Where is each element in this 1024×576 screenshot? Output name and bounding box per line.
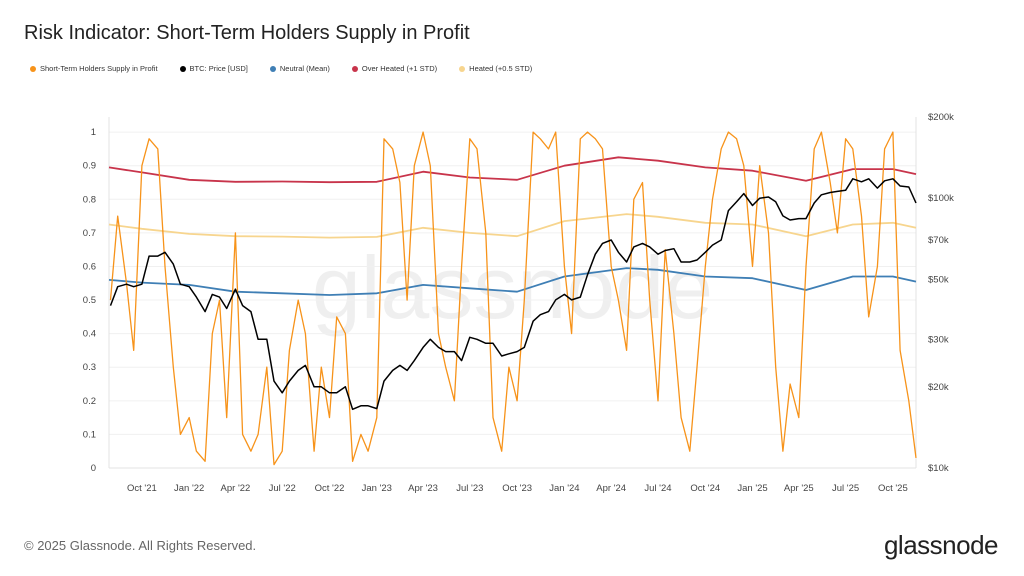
y-left-tick-label: 1	[91, 127, 96, 138]
x-tick-label: Oct '23	[502, 483, 532, 494]
x-tick-label: Jul '24	[644, 483, 671, 494]
x-tick-label: Oct '21	[127, 483, 157, 494]
x-tick-label: Jul '23	[456, 483, 483, 494]
x-tick-label: Oct '25	[878, 483, 908, 494]
legend-marker-icon	[269, 65, 276, 72]
legend-marker-icon	[459, 65, 466, 72]
y-left-tick-label: 0.4	[83, 329, 96, 340]
legend-item[interactable]: Over Heated (+1 STD)	[351, 64, 438, 73]
series-line-heated-0-5-std	[108, 213, 917, 239]
y-left-tick-label: 0.9	[83, 161, 96, 172]
y-right-tick-label: $10k	[928, 463, 949, 474]
legend-item[interactable]: BTC: Price [USD]	[179, 64, 248, 73]
x-tick-label: Jul '22	[269, 483, 296, 494]
x-tick-label: Jan '23	[362, 483, 392, 494]
series-line-btc-price-usd	[109, 178, 917, 411]
x-tick-label: Oct '22	[315, 483, 345, 494]
chart-title: Risk Indicator: Short-Term Holders Suppl…	[24, 22, 470, 44]
y-left-tick-label: 0.7	[83, 228, 96, 239]
y-left-tick-label: 0	[91, 463, 96, 474]
x-tick-label: Apr '22	[221, 483, 251, 494]
y-right-tick-label: $200k	[928, 112, 954, 123]
copyright: © 2025 Glassnode. All Rights Reserved.	[24, 538, 257, 553]
legend-item[interactable]: Neutral (Mean)	[269, 64, 330, 73]
y-left-tick-label: 0.8	[83, 194, 96, 205]
y-left-tick-label: 0.2	[83, 396, 96, 407]
y-left-tick-label: 0.3	[83, 362, 96, 373]
x-tick-label: Jan '25	[737, 483, 767, 494]
legend-label: Heated (+0.5 STD)	[469, 64, 533, 73]
x-tick-label: Jan '24	[549, 483, 579, 494]
legend-label: Short-Term Holders Supply in Profit	[40, 64, 158, 73]
y-right-tick-label: $70k	[928, 235, 949, 246]
y-right-tick-label: $100k	[928, 193, 954, 204]
x-tick-label: Oct '24	[690, 483, 720, 494]
legend-marker-icon	[179, 65, 186, 72]
y-left-tick-label: 0.5	[83, 295, 96, 306]
legend-marker-icon	[30, 65, 36, 72]
glassnode-logo: glassnode	[883, 530, 999, 560]
legend-label: Over Heated (+1 STD)	[361, 64, 438, 73]
x-tick-label: Apr '23	[408, 483, 438, 494]
series-line-over-heated-1-std	[108, 156, 917, 184]
x-tick-label: Apr '24	[596, 483, 626, 494]
y-left-tick-label: 0.6	[83, 261, 96, 272]
y-right-tick-label: $50k	[928, 274, 949, 285]
legend-marker-icon	[351, 65, 358, 72]
series-line-neutral-mean	[108, 267, 917, 296]
legend: Short-Term Holders Supply in Profit BTC: …	[30, 64, 532, 73]
legend-label: Neutral (Mean)	[279, 64, 330, 73]
series-line-short-term-holders-supply-in-profit	[109, 131, 917, 466]
x-tick-label: Apr '25	[784, 483, 814, 494]
legend-label: BTC: Price [USD]	[189, 64, 248, 73]
legend-item[interactable]: Short-Term Holders Supply in Profit	[30, 64, 158, 73]
watermark: glassnode	[312, 238, 713, 337]
y-left-tick-label: 0.1	[83, 429, 96, 440]
legend-item[interactable]: Heated (+0.5 STD)	[459, 64, 532, 73]
y-right-tick-label: $20k	[928, 382, 949, 393]
x-tick-label: Jul '25	[832, 483, 859, 494]
y-right-tick-label: $30k	[928, 334, 949, 345]
x-tick-label: Jan '22	[174, 483, 204, 494]
